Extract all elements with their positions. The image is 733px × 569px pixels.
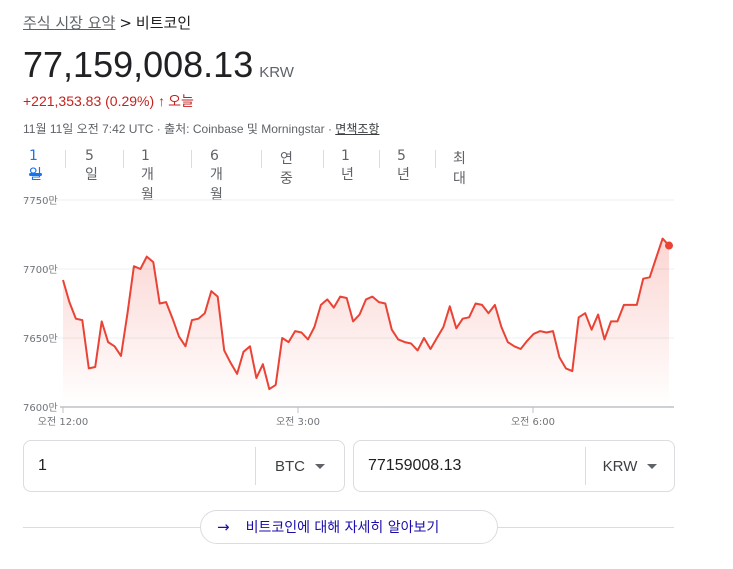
amount-input[interactable]: 1 bbox=[38, 457, 47, 474]
source-text: · 출처: Coinbase 및 Morningstar · bbox=[153, 122, 336, 136]
price-currency: KRW bbox=[259, 64, 294, 81]
change-period: 오늘 bbox=[168, 93, 194, 109]
caret-down-icon bbox=[315, 463, 325, 469]
price-change: +221,353.83 (0.29%) ↑ 오늘 bbox=[23, 91, 194, 111]
learn-more-button[interactable]: → 비트코인에 대해 자세히 알아보기 bbox=[200, 510, 498, 544]
tab-5d[interactable]: 5일 bbox=[85, 148, 98, 183]
disclaimer-link[interactable]: 면책조항 bbox=[335, 122, 380, 136]
y-tick-label: 7750만 bbox=[23, 195, 58, 207]
meta-info: 11월 11일 오전 7:42 UTC · 출처: Coinbase 및 Mor… bbox=[23, 120, 379, 137]
y-tick-label: 7600만 bbox=[23, 402, 58, 414]
timestamp: 11월 11일 오전 7:42 UTC bbox=[23, 122, 154, 136]
tab-6m[interactable]: 6개월 bbox=[210, 148, 223, 203]
arrow-right-icon: → bbox=[217, 518, 230, 536]
current-price-dot bbox=[665, 241, 673, 250]
price-line bbox=[62, 237, 670, 391]
price-value: 77,159,008.13 bbox=[23, 44, 254, 85]
y-tick-label: 7700만 bbox=[23, 264, 58, 276]
converter-left: 1 BTC bbox=[23, 440, 345, 492]
tab-ytd[interactable]: 연중 bbox=[280, 151, 293, 187]
currency-select-left[interactable]: BTC bbox=[256, 458, 344, 475]
tab-1m[interactable]: 1개월 bbox=[141, 148, 154, 203]
y-tick-label: 7650만 bbox=[23, 333, 58, 345]
tab-divider bbox=[435, 150, 436, 168]
x-tick-label: 오전 12:00 bbox=[38, 416, 88, 428]
tab-divider bbox=[123, 150, 124, 168]
currency-label: BTC bbox=[275, 457, 305, 475]
x-tick-label: 오전 3:00 bbox=[276, 416, 320, 428]
tab-1d[interactable]: 1일 bbox=[29, 148, 42, 183]
caret-down-icon bbox=[647, 463, 658, 469]
tab-divider bbox=[379, 150, 380, 168]
tab-divider bbox=[191, 150, 192, 168]
tab-divider bbox=[65, 150, 66, 168]
breadcrumb: 주식 시장 요약 > 비트코인 bbox=[23, 12, 191, 33]
learn-more-label: 비트코인에 대해 자세히 알아보기 bbox=[245, 520, 440, 536]
tab-divider bbox=[261, 150, 262, 168]
converter-divider bbox=[585, 447, 586, 485]
converter-right: 77159008.13 KRW bbox=[353, 440, 675, 492]
change-amount: +221,353.83 (0.29%) bbox=[23, 93, 155, 109]
price-area bbox=[63, 238, 669, 407]
arrow-up-icon: ↑ bbox=[158, 93, 166, 109]
currency-select-right[interactable]: KRW bbox=[586, 458, 674, 475]
tab-5y[interactable]: 5년 bbox=[397, 148, 410, 183]
breadcrumb-current: 비트코인 bbox=[135, 14, 192, 32]
breadcrumb-parent-link[interactable]: 주식 시장 요약 bbox=[23, 14, 116, 32]
tab-divider bbox=[323, 150, 324, 168]
tab-1y[interactable]: 1년 bbox=[341, 148, 354, 183]
tab-max[interactable]: 최대 bbox=[453, 151, 466, 187]
converter-divider bbox=[255, 447, 256, 485]
x-tick-label: 오전 6:00 bbox=[511, 416, 555, 428]
currency-label: KRW bbox=[602, 457, 638, 475]
breadcrumb-separator: > bbox=[119, 14, 132, 32]
converted-amount-input[interactable]: 77159008.13 bbox=[368, 457, 462, 474]
price-block: 77,159,008.13 KRW bbox=[23, 44, 294, 86]
